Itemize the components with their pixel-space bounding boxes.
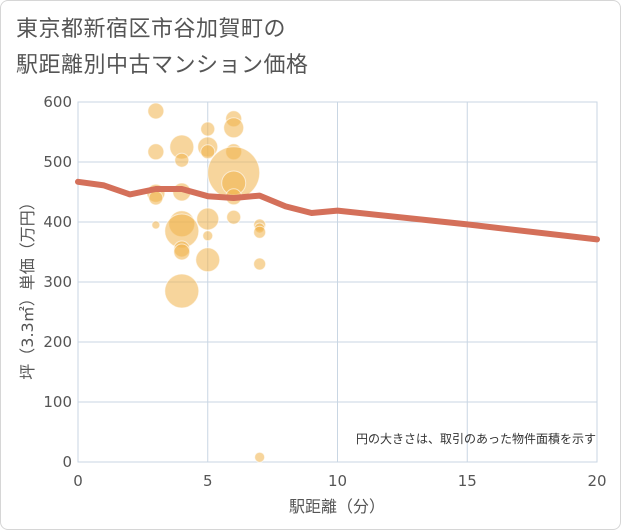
y-tick-label: 400 [43,213,72,231]
y-tick-label: 200 [43,333,72,351]
data-bubble [226,209,242,225]
y-tick-label: 0 [62,453,72,471]
x-axis-label: 駅距離（分） [289,497,385,516]
data-bubble [173,243,191,261]
y-tick-labels: 0 100 200 300 400 500 600 [43,93,72,471]
x-tick-label: 20 [587,472,606,490]
size-note: 円の大きさは、取引のあった物件面積を示す [356,431,596,446]
data-bubble [151,220,161,230]
chart-title: 東京都新宿区市谷加賀町の 駅距離別中古マンション価格 [16,12,309,84]
data-bubble [200,144,216,160]
plot-area-border [77,101,598,463]
data-bubble [202,230,214,242]
x-tick-label: 5 [203,472,213,490]
data-bubble [147,143,165,161]
x-tick-label: 0 [73,472,83,490]
data-bubble [253,225,267,239]
data-bubble [164,273,200,309]
y-tick-label: 600 [43,93,72,111]
x-tick-labels: 0 5 10 15 20 [73,472,606,490]
data-bubble [195,247,221,273]
title-line-2: 駅距離別中古マンション価格 [16,53,309,78]
data-bubble [253,257,267,271]
x-tick-label: 15 [458,472,477,490]
y-tick-label: 300 [43,273,72,291]
data-bubble [174,152,190,168]
data-bubble [196,207,220,231]
trend-line [75,178,600,243]
y-tick-label: 500 [43,153,72,171]
data-bubble [147,102,165,120]
y-tick-label: 100 [43,393,72,411]
data-bubble [223,117,245,139]
data-bubble [148,190,164,206]
data-bubble [254,451,266,463]
bubble-layer [146,102,267,463]
x-tick-label: 10 [328,472,347,490]
data-bubble [200,121,216,137]
y-axis-label: 坪（3.3㎡）単価（万円） [18,194,37,379]
title-line-1: 東京都新宿区市谷加賀町の [16,17,287,42]
